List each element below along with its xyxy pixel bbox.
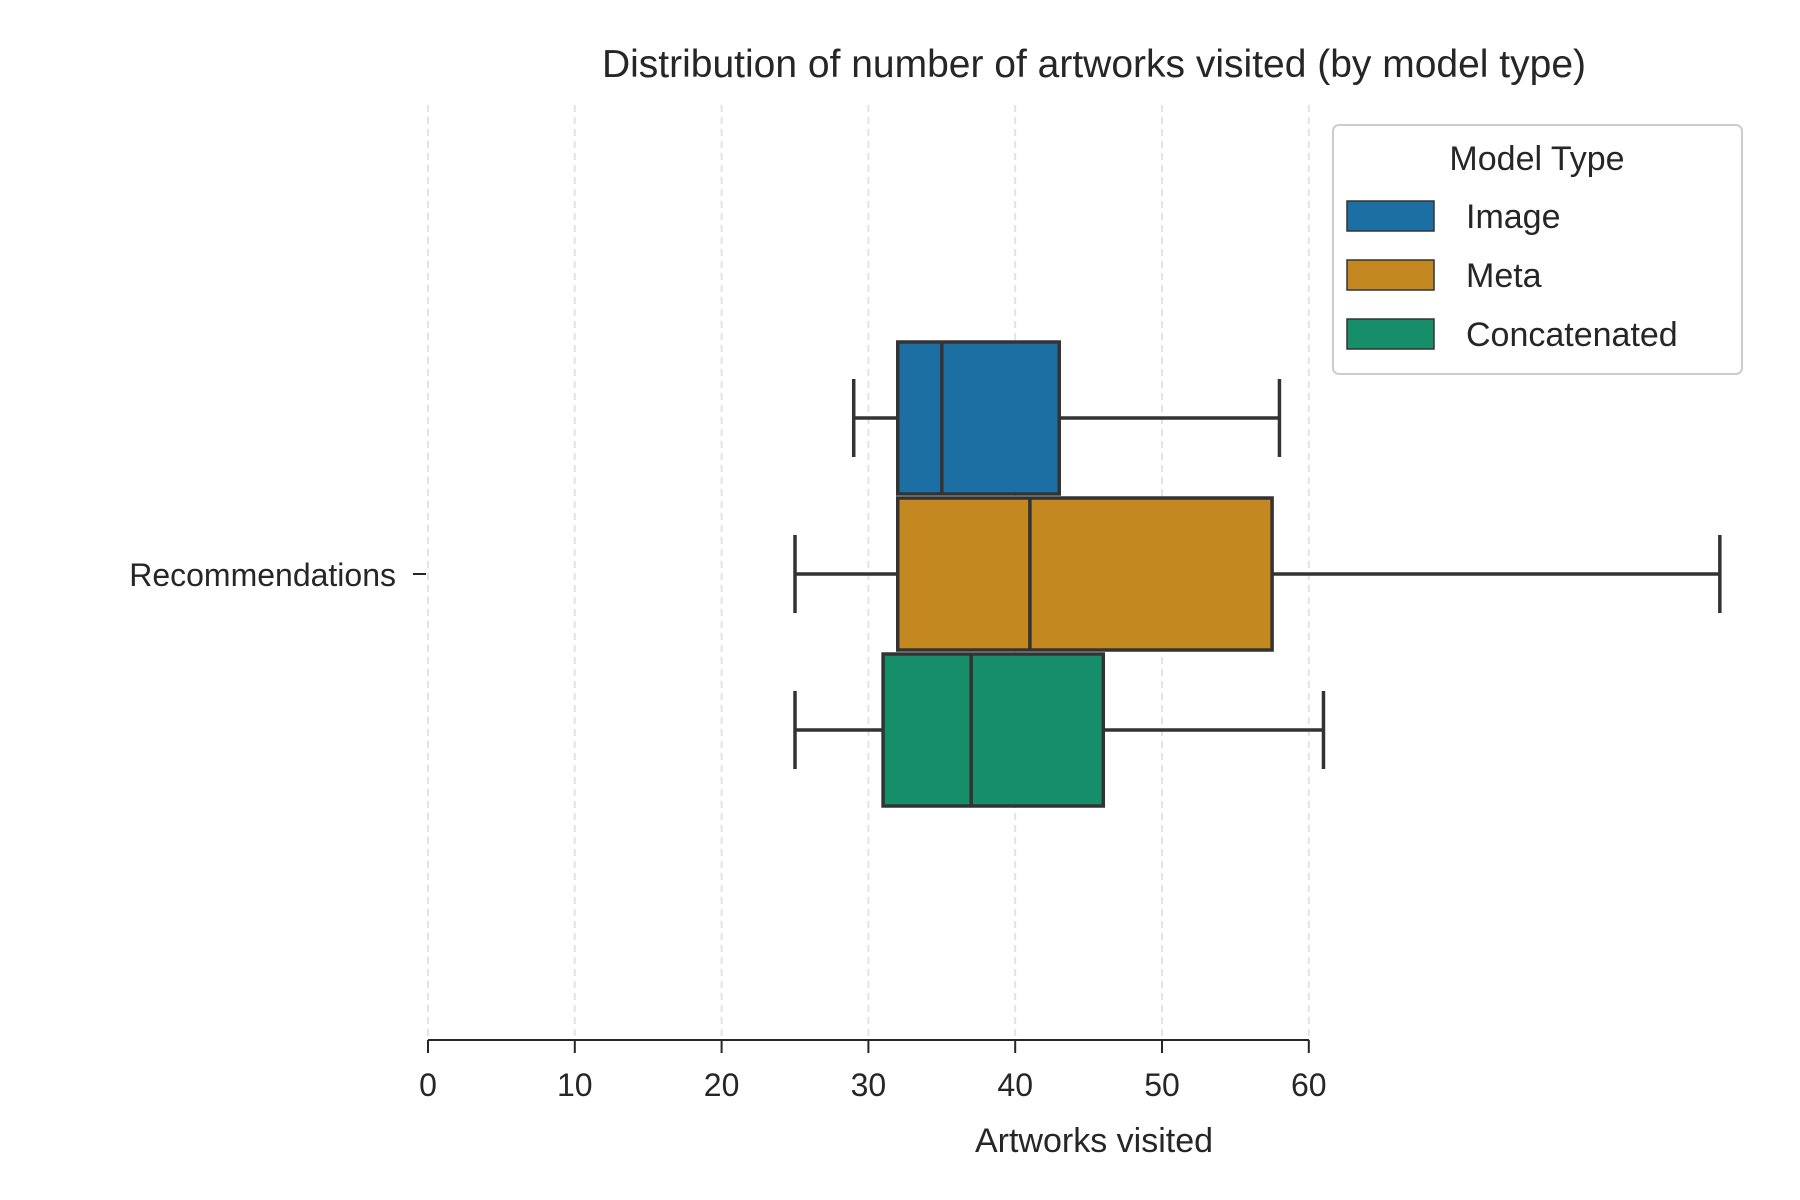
box-concatenated [793,652,1326,808]
x-tick-label: 40 [997,1067,1033,1103]
chart-title: Distribution of number of artworks visit… [602,43,1586,86]
legend-label: Concatenated [1466,316,1678,354]
iqr-box [881,652,1106,808]
boxes-group [793,340,1722,808]
iqr-box [896,496,1274,652]
x-tick-label: 50 [1144,1067,1180,1103]
legend-item-concatenated: Concatenated [1346,316,1678,354]
y-axis: Recommendations [129,557,426,593]
x-tick-label: 0 [419,1067,437,1103]
x-tick-label: 60 [1291,1067,1327,1103]
legend-frame [1332,124,1743,375]
x-axis: 0 10 20 30 40 50 60 [419,1039,1327,1103]
iqr-box [896,340,1061,496]
legend: Model Type Image Meta Concatenated [1332,124,1743,375]
box-meta [793,496,1722,652]
box-image [851,340,1282,496]
y-tick-label: Recommendations [129,557,396,593]
x-tick-label: 30 [851,1067,887,1103]
x-tick-label: 10 [557,1067,593,1103]
legend-swatch [1346,259,1435,291]
x-tick-label: 20 [704,1067,740,1103]
legend-swatch [1346,318,1435,350]
legend-label: Meta [1466,257,1542,295]
legend-label: Image [1466,198,1561,236]
x-axis-label: Artworks visited [975,1122,1213,1160]
legend-item-image: Image [1346,198,1561,236]
legend-swatch [1346,200,1435,232]
legend-item-meta: Meta [1346,257,1542,295]
legend-title: Model Type [1449,140,1624,178]
